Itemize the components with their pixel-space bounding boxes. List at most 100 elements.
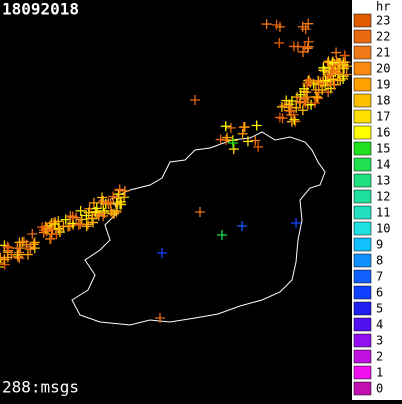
legend-swatch: [353, 253, 372, 268]
legend-swatch: [353, 93, 372, 108]
strike: [0, 266, 4, 268]
strike: [225, 122, 236, 133]
strike: [22, 249, 33, 260]
strike: [45, 233, 56, 244]
strike: [242, 136, 253, 147]
legend-label: 7: [376, 270, 383, 284]
strike: [12, 249, 23, 260]
legend-label: 14: [376, 158, 390, 172]
legend-swatch: [353, 61, 372, 76]
legend-swatch: [353, 125, 372, 140]
strike: [75, 219, 86, 230]
strike: [3, 242, 14, 253]
legend-swatch: [353, 77, 372, 92]
legend-label: 16: [376, 126, 390, 140]
legend-swatch: [353, 157, 372, 172]
strike: [299, 86, 310, 97]
strike: [341, 69, 352, 80]
legend-swatch: [353, 141, 372, 156]
legend-swatch: [353, 349, 372, 364]
strike: [114, 184, 125, 195]
strike: [18, 236, 29, 247]
legend-label: 2: [376, 350, 383, 364]
strike: [320, 75, 331, 86]
strike: [237, 221, 247, 231]
strike: [97, 192, 108, 203]
strike: [228, 138, 238, 148]
strike: [228, 144, 239, 155]
strike: [329, 79, 340, 90]
strike: [332, 73, 343, 84]
message-count: 288:msgs: [2, 378, 79, 397]
legend-swatch: [353, 189, 372, 204]
legend-title: hr: [376, 0, 390, 14]
strike: [157, 248, 167, 258]
strike: [215, 134, 226, 145]
strike: [302, 43, 313, 54]
strike: [297, 105, 308, 116]
legend-swatch: [353, 317, 372, 332]
legend-label: 3: [376, 334, 383, 348]
ireland-outline: [71, 131, 326, 326]
strike: [253, 141, 264, 152]
strike: [25, 241, 36, 252]
legend-swatch: [353, 173, 372, 188]
strike: [281, 95, 292, 106]
strike: [109, 208, 119, 219]
legend-label: 6: [376, 286, 383, 300]
strike: [271, 19, 282, 30]
legend-label: 10: [376, 222, 390, 236]
strike: [217, 230, 227, 240]
legend-swatch: [353, 269, 372, 284]
strike: [286, 106, 297, 117]
legend-swatch: [353, 13, 372, 28]
strike: [331, 47, 342, 58]
strike: [335, 58, 346, 69]
strike: [317, 77, 328, 88]
legend-label: 22: [376, 30, 390, 44]
strike: [239, 122, 250, 133]
legend-swatch: [353, 45, 372, 60]
strike: [325, 69, 336, 80]
strike: [49, 219, 60, 230]
strike: [337, 59, 348, 70]
strike: [113, 189, 124, 200]
legend-swatch: [353, 237, 372, 252]
strike: [195, 207, 205, 217]
legend-swatch: [353, 29, 372, 44]
strike: [73, 219, 84, 230]
strike: [111, 206, 122, 217]
legend-swatch: [353, 285, 372, 300]
strike: [29, 243, 40, 254]
legend-label: 23: [376, 14, 390, 28]
strike: [37, 222, 48, 233]
strike: [81, 221, 92, 232]
strike: [291, 218, 301, 228]
strike: [65, 211, 76, 222]
strike: [222, 132, 233, 143]
strike: [288, 41, 299, 52]
legend-label: 5: [376, 302, 383, 316]
legend-swatch: [353, 109, 372, 124]
strike: [300, 24, 311, 35]
strike: [87, 213, 98, 224]
strike: [237, 128, 248, 139]
legend-label: 21: [376, 46, 390, 60]
strike: [339, 50, 350, 61]
strike: [155, 313, 165, 323]
strike: [14, 237, 25, 248]
strike: [83, 207, 94, 218]
strike: [277, 113, 288, 124]
strike: [27, 228, 38, 239]
legend-label: 0: [376, 382, 383, 396]
strike: [279, 100, 290, 111]
legend-label: 1: [376, 366, 383, 380]
legend-swatch: [353, 301, 372, 316]
strike: [276, 101, 287, 112]
strike: [261, 19, 272, 30]
strike: [310, 84, 321, 95]
legend-label: 19: [376, 78, 390, 92]
strike: [0, 262, 4, 264]
